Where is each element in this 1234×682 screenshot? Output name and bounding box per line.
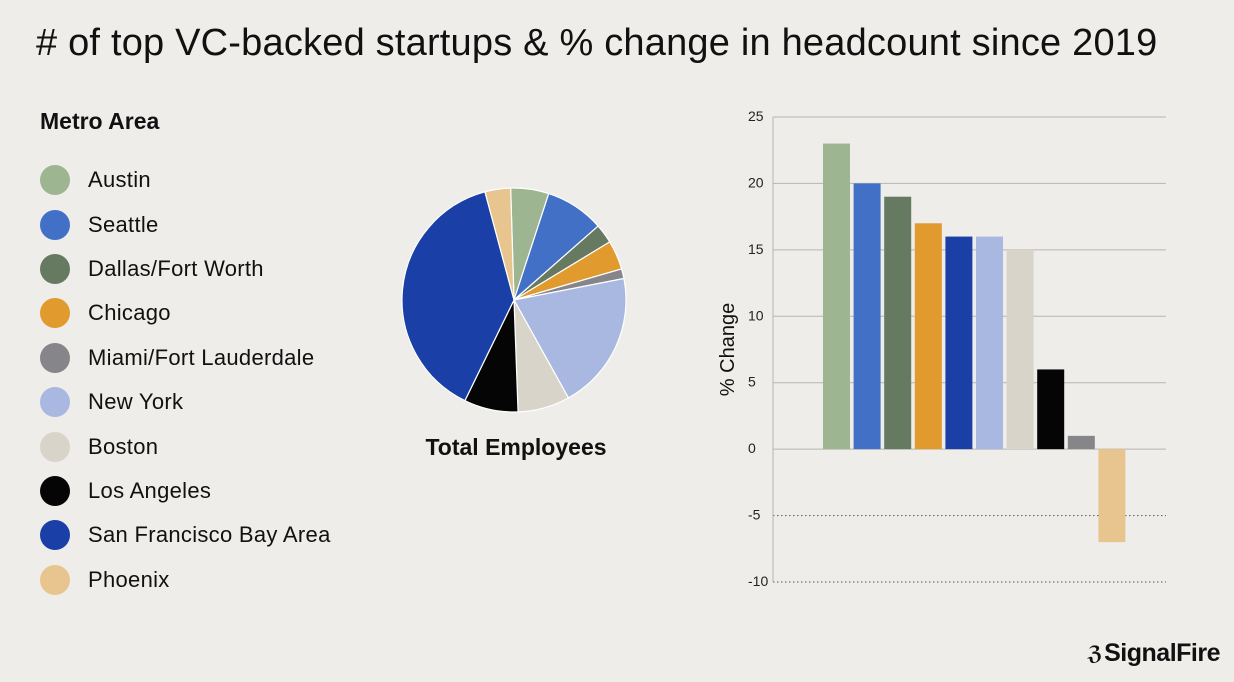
- legend-swatch-new-york: [40, 387, 70, 418]
- legend-swatch-sf-bay-area: [40, 520, 70, 551]
- bar-san-francisco-bay-area: [945, 236, 973, 450]
- legend-item: Miami/Fort Lauderdale: [40, 336, 331, 380]
- y-axis-label: % Change: [717, 303, 739, 396]
- legend-label: New York: [88, 389, 184, 415]
- bar-chart: 25 20 15 10 5 0 -5 -10 % Change: [700, 100, 1180, 600]
- legend-label: Boston: [88, 433, 159, 459]
- legend-label: Phoenix: [88, 566, 170, 592]
- pie-slice-phoenix: [484, 187, 515, 301]
- legend-item: Dallas/Fort Worth: [40, 247, 331, 291]
- legend-swatch-miami: [40, 342, 70, 373]
- legend-label: Austin: [88, 167, 151, 193]
- y-tick-label: 10: [748, 307, 764, 323]
- legend-label: Dallas/Fort Worth: [88, 255, 264, 281]
- y-tick-label: -10: [748, 573, 768, 589]
- bar-dallas-fort-worth: [884, 196, 912, 450]
- bar-los-angeles: [1037, 369, 1065, 450]
- legend-swatch-los-angeles: [40, 475, 70, 506]
- legend-swatch-chicago: [40, 298, 70, 329]
- chart-title: # of top VC-backed startups & % change i…: [36, 22, 1158, 64]
- y-tick-label: 5: [748, 374, 756, 390]
- bar-austin: [823, 143, 850, 450]
- bar-miami-fort-lauderdale: [1067, 435, 1095, 450]
- legend-label: Seattle: [88, 211, 159, 237]
- legend-item: San Francisco Bay Area: [40, 513, 331, 557]
- signalfire-logo-icon: ℨ: [1087, 643, 1103, 665]
- legend-item: Boston: [40, 424, 331, 468]
- bar-seattle: [853, 183, 881, 450]
- legend-swatch-dallas: [40, 253, 70, 284]
- legend-swatch-austin: [40, 165, 70, 196]
- y-tick-label: 20: [748, 174, 764, 190]
- legend-item: Seattle: [40, 202, 331, 246]
- legend-label: Los Angeles: [88, 477, 212, 503]
- bar-chicago: [914, 223, 942, 450]
- legend-swatch-boston: [40, 431, 70, 462]
- legend-swatch-seattle: [40, 209, 70, 240]
- bar-new-york: [976, 236, 1003, 450]
- pie-slice-new-york: [513, 277, 627, 399]
- legend-label: Chicago: [88, 300, 171, 326]
- legend-item: New York: [40, 380, 331, 424]
- legend-label: Miami/Fort Lauderdale: [88, 344, 315, 370]
- legend-item: Los Angeles: [40, 469, 331, 513]
- legend-title: Metro Area: [40, 108, 160, 134]
- legend-swatch-phoenix: [40, 564, 70, 595]
- signalfire-logo: ℨ SignalFire: [1087, 639, 1220, 668]
- y-tick-label: -5: [748, 507, 761, 523]
- pie-slice-san-francisco-bay-area: [401, 191, 515, 402]
- pie-caption: Total Employees: [425, 434, 607, 460]
- pie-chart: [396, 182, 632, 418]
- legend: Austin Seattle Dallas/Fort Worth Chicago…: [40, 158, 331, 602]
- legend-label: San Francisco Bay Area: [88, 522, 331, 548]
- y-tick-label: 15: [748, 241, 764, 257]
- legend-item: Chicago: [40, 291, 331, 335]
- bar-svg: 25 20 15 10 5 0 -5 -10 % Change: [717, 108, 1166, 589]
- y-tick-label: 0: [748, 440, 756, 456]
- bar-boston: [1006, 249, 1034, 450]
- brand-name: SignalFire: [1104, 639, 1220, 667]
- y-tick-label: 25: [748, 108, 764, 124]
- bar-phoenix: [1098, 449, 1126, 543]
- legend-item: Austin: [40, 158, 331, 202]
- pie-svg: [401, 187, 627, 413]
- legend-item: Phoenix: [40, 558, 331, 602]
